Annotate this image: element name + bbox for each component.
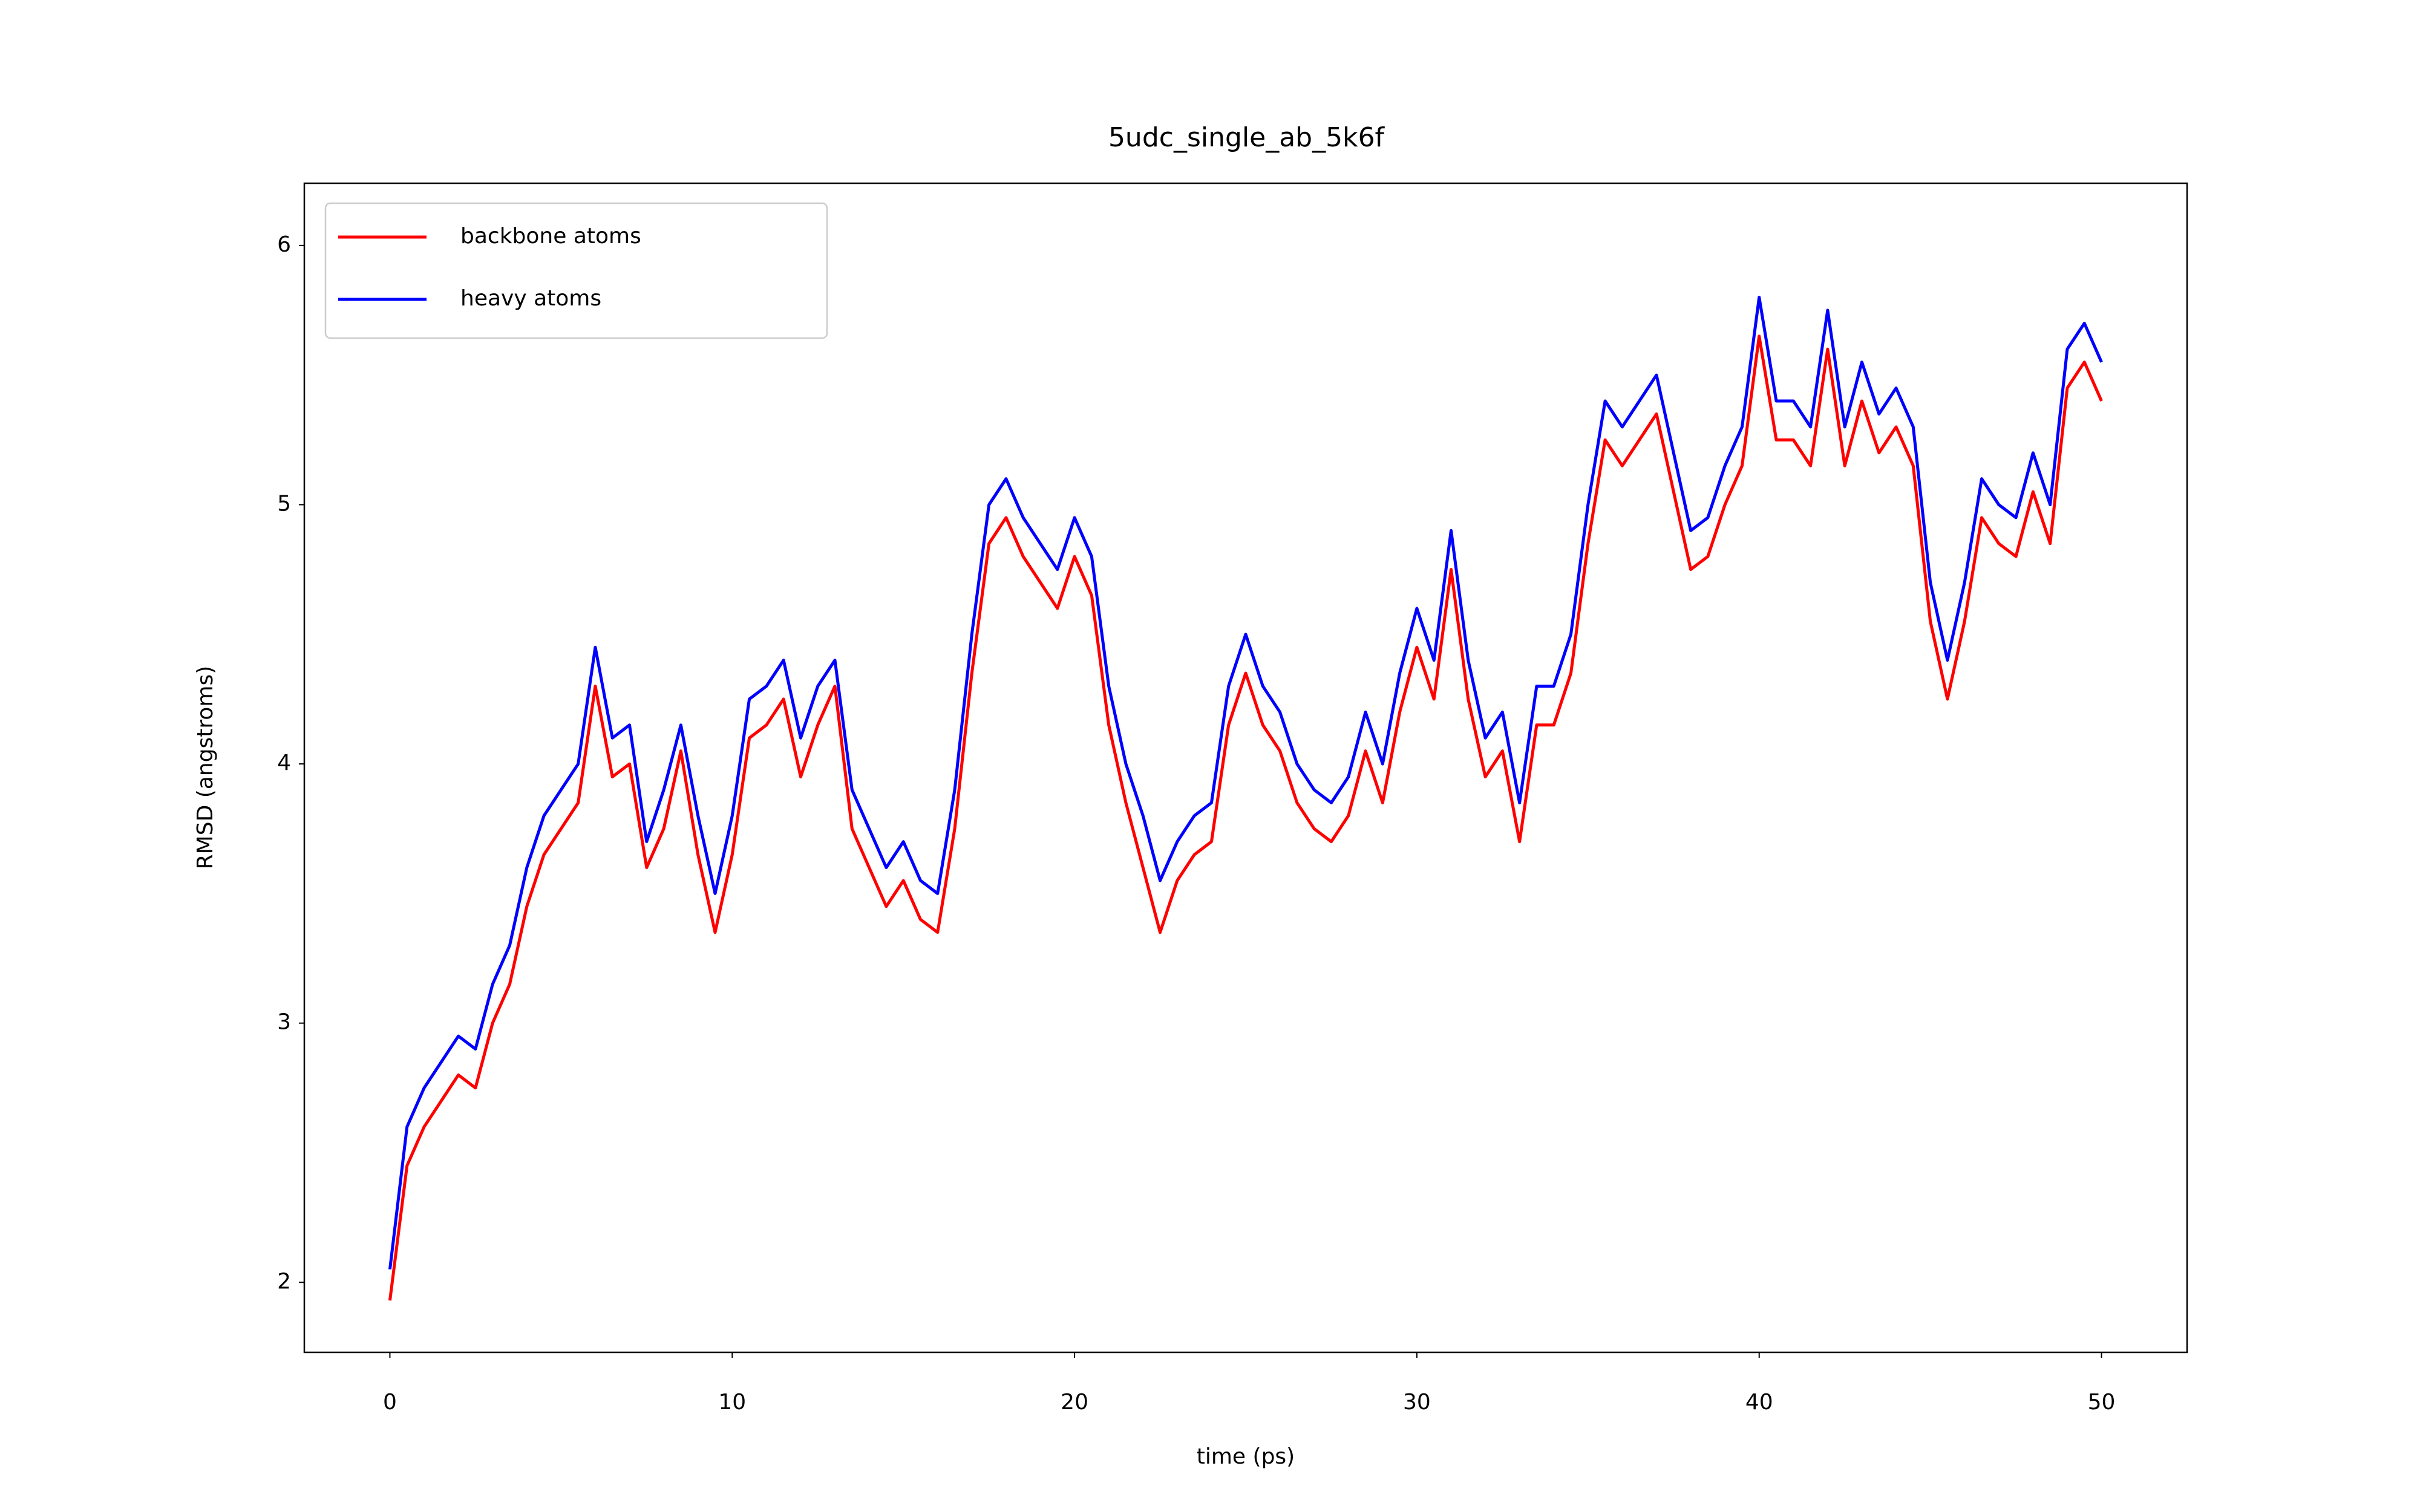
x-tick-label: 30 [1403,1390,1431,1415]
y-tick-label: 4 [277,751,291,775]
chart-title: 5udc_single_ab_5k6f [1108,122,1385,153]
x-tick-label: 50 [2088,1390,2116,1415]
legend-label: backbone atoms [460,224,641,249]
x-axis-label: time (ps) [1197,1444,1295,1469]
x-tick-label: 0 [383,1390,397,1415]
legend: backbone atoms heavy atoms [324,202,828,339]
y-tick-label: 5 [277,491,291,516]
plot-frame [303,182,2188,1354]
x-tick-label: 10 [718,1390,746,1415]
y-axis-label: RMSD (angstroms) [193,666,218,870]
data-line [388,334,2103,1301]
y-tick-label: 2 [277,1269,291,1294]
x-tick-label: 20 [1061,1390,1088,1415]
legend-label: heavy atoms [460,286,601,311]
x-tick-label: 40 [1745,1390,1773,1415]
legend-box [324,202,828,339]
y-tick-label: 3 [277,1010,291,1035]
data-line [388,296,2103,1270]
y-tick-label: 6 [277,232,291,257]
